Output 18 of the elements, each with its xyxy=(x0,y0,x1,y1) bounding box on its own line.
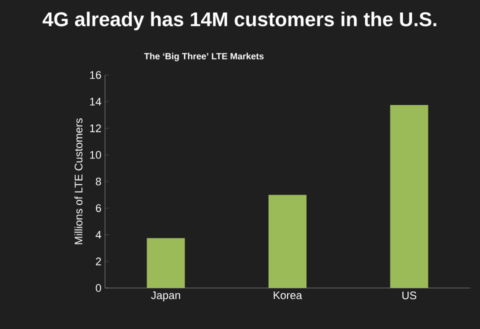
y-tick-label: 14 xyxy=(90,98,102,106)
y-tick-label: 6 xyxy=(96,204,101,212)
y-axis-title: Millions of LTE Customers xyxy=(74,118,82,244)
y-tick-label: 4 xyxy=(96,230,102,239)
y-tick-label: 12 xyxy=(90,124,101,132)
bar xyxy=(390,104,428,288)
y-tick-label: 2 xyxy=(96,258,101,266)
y-tick-label: 0 xyxy=(96,284,102,292)
bar xyxy=(146,238,185,288)
x-tick-label: Korea xyxy=(274,292,302,300)
bar xyxy=(268,194,307,288)
chart-title: 4G already has 14M customers in the U.S. xyxy=(42,12,436,30)
x-tick-label: Japan xyxy=(151,292,180,302)
y-tick-label: 10 xyxy=(90,151,102,159)
x-tick-label: US xyxy=(402,292,416,300)
y-tick-label: 8 xyxy=(96,178,101,186)
y-tick-label: 16 xyxy=(90,71,101,79)
chart-subtitle: The ‘Big Three’ LTE Markets xyxy=(144,52,264,62)
